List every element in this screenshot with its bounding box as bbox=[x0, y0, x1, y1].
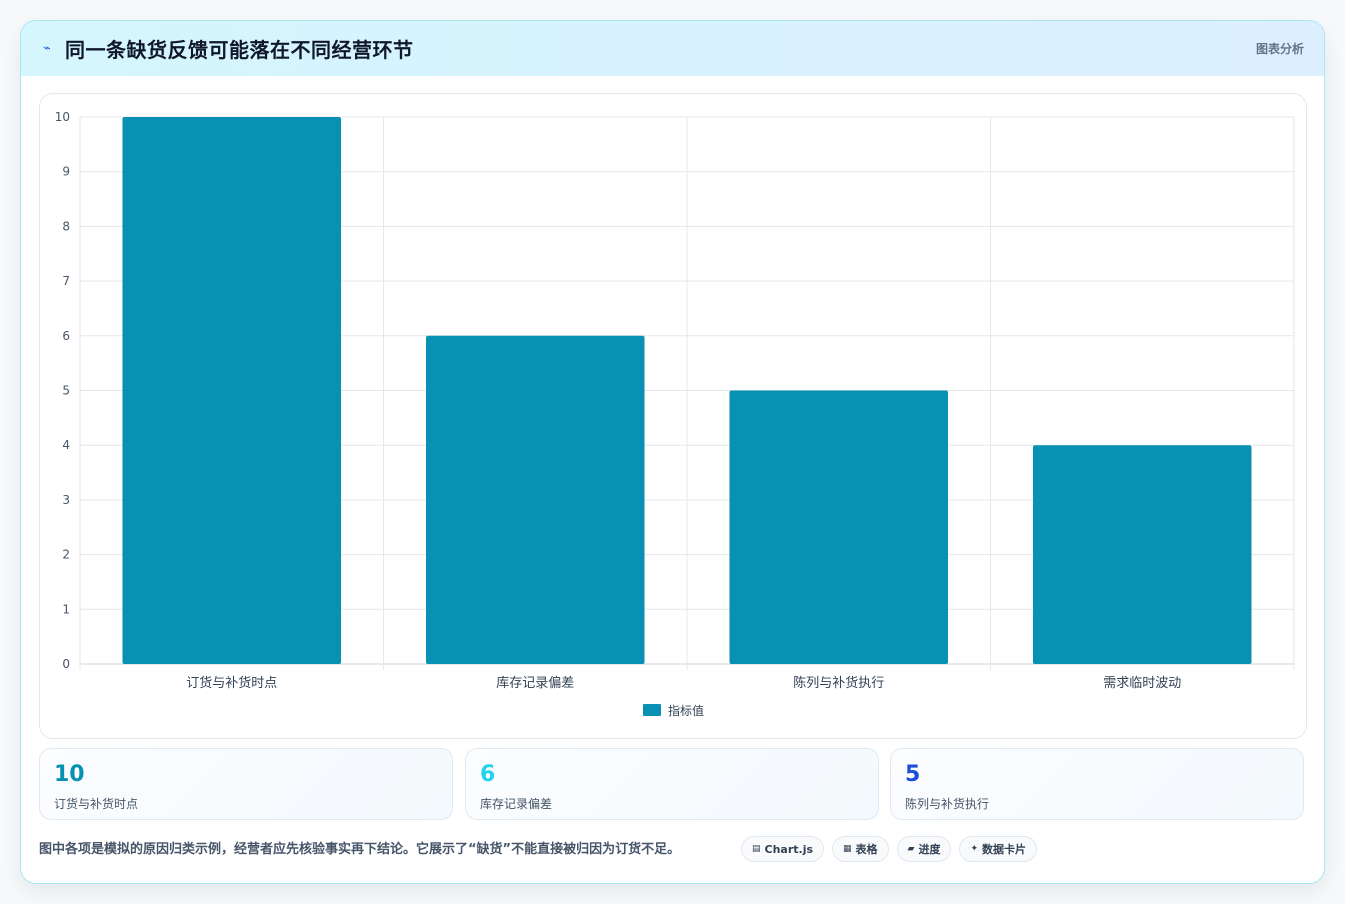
chart-area: 0 1 2 3 4 5 6 7 8 9 10 订货与补货时点 库存记录偏差 陈列与补货执行 需求临时波动指标… bbox=[39, 93, 1307, 739]
bar bbox=[1032, 445, 1252, 664]
bar bbox=[425, 335, 645, 664]
y-tick-label: 3 bbox=[62, 493, 70, 507]
card-header: ⌁ 同一条缺货反馈可能落在不同经营环节 图表分析 bbox=[21, 21, 1324, 76]
y-tick-label: 2 bbox=[62, 548, 70, 562]
x-tick-label: 库存记录偏差 bbox=[496, 675, 574, 691]
chip-label: 进度 bbox=[918, 843, 941, 856]
stat-value: 6 bbox=[480, 762, 496, 787]
bar-chart: 0 1 2 3 4 5 6 7 8 9 10 订货与补货时点 库存记录偏差 陈列与补货执行 需求临时波动指标… bbox=[55, 110, 1295, 718]
stat-cards: 10 订货与补货时点 6 库存记录偏差 5 陈列与补货执行 bbox=[39, 748, 1305, 822]
y-tick-label: 8 bbox=[62, 219, 70, 233]
table-icon: ▦ bbox=[843, 844, 852, 854]
title-wrap: ⌁ 同一条缺货反馈可能落在不同经营环节 bbox=[43, 34, 414, 63]
stat-value: 5 bbox=[905, 762, 921, 787]
y-tick-label: 9 bbox=[62, 165, 70, 179]
x-tick-label: 需求临时波动 bbox=[1103, 676, 1181, 691]
chip-label: 表格 bbox=[855, 843, 878, 856]
chip-table[interactable]: ▦ 表格 bbox=[832, 836, 889, 862]
chip-chartjs[interactable]: ▤ Chart.js bbox=[741, 836, 825, 862]
stat-label: 订货与补货时点 bbox=[54, 797, 139, 811]
chip-label: 数据卡片 bbox=[982, 843, 1027, 856]
footer-note: 图中各项是模拟的原因归类示例，经营者应先核验事实再下结论。它展示了“缺货”不能直… bbox=[39, 842, 681, 857]
feature-chips: ▤ Chart.js ▦ 表格 ▰ 进度 ✦ 数据卡片 bbox=[741, 836, 1038, 862]
y-tick-label: 5 bbox=[62, 384, 70, 398]
y-tick-label: 4 bbox=[62, 438, 70, 452]
chart-card: ⌁ 同一条缺货反馈可能落在不同经营环节 图表分析 0 1 2 3 4 5 6 7 8 9 10 订货与… bbox=[20, 20, 1325, 884]
y-tick-label: 7 bbox=[62, 274, 70, 288]
progress-icon: ▰ bbox=[907, 844, 915, 854]
legend-swatch bbox=[643, 704, 661, 716]
stat-label: 库存记录偏差 bbox=[480, 797, 553, 811]
y-tick-label: 0 bbox=[62, 657, 70, 671]
stat-card-2: 6 库存记录偏差 bbox=[465, 748, 879, 820]
card-icon: ✦ bbox=[970, 844, 979, 854]
x-tick-label: 陈列与补货执行 bbox=[793, 675, 884, 691]
chip-progress[interactable]: ▰ 进度 bbox=[896, 836, 952, 862]
stat-card-3: 5 陈列与补货执行 bbox=[890, 748, 1304, 820]
x-tick-label: 订货与补货时点 bbox=[186, 675, 277, 691]
chip-label: Chart.js bbox=[764, 842, 814, 856]
chip-data-card[interactable]: ✦ 数据卡片 bbox=[959, 836, 1038, 862]
bar bbox=[729, 390, 949, 664]
stat-value: 10 bbox=[54, 762, 85, 787]
y-tick-label: 10 bbox=[55, 110, 70, 124]
header-tag: 图表分析 bbox=[1255, 42, 1304, 56]
bar bbox=[122, 117, 342, 664]
y-tick-label: 6 bbox=[62, 329, 70, 343]
stat-card-1: 10 订货与补货时点 bbox=[39, 748, 453, 820]
stat-label: 陈列与补货执行 bbox=[905, 797, 990, 811]
card-title: 同一条缺货反馈可能落在不同经营环节 bbox=[65, 38, 414, 62]
y-tick-label: 1 bbox=[62, 602, 70, 616]
lightning-icon: ⌁ bbox=[43, 41, 51, 56]
legend-label: 指标值 bbox=[668, 703, 704, 718]
chart-icon: ▤ bbox=[752, 844, 761, 854]
